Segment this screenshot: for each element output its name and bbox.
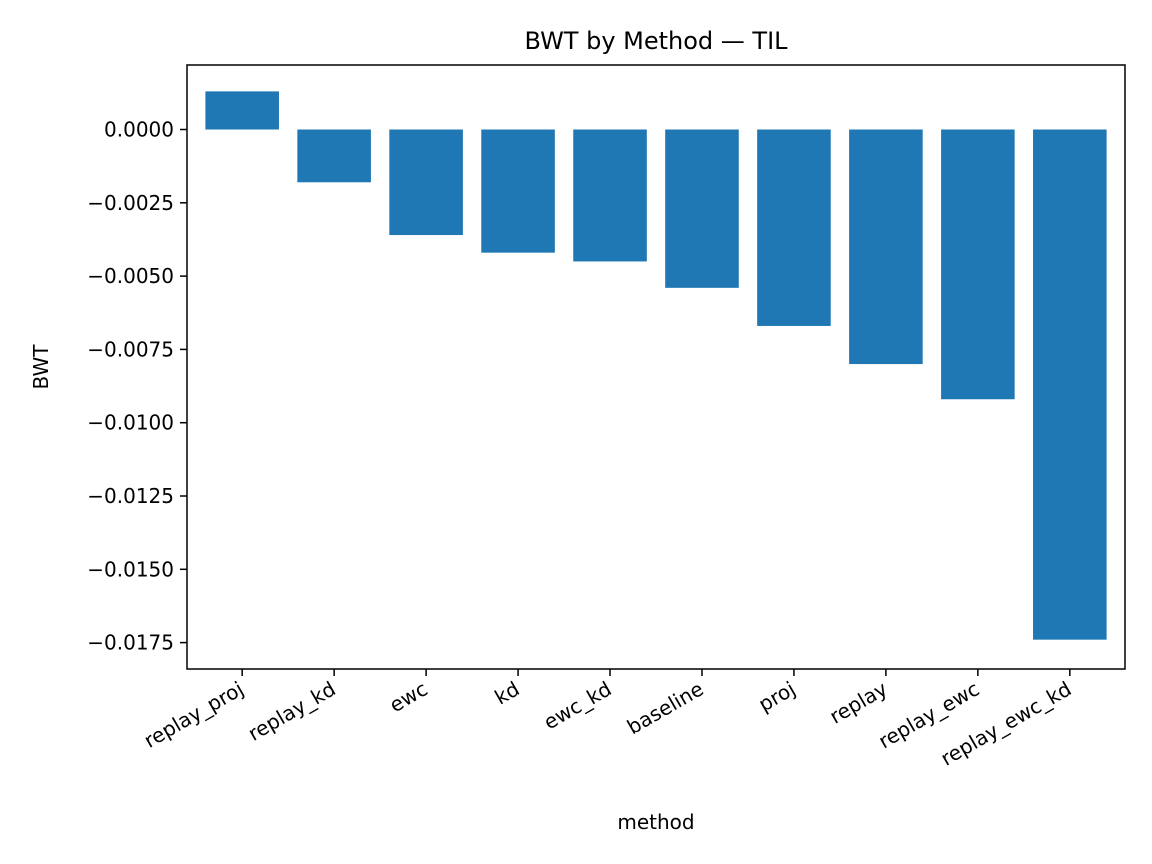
y-tick-label: −0.0050 xyxy=(87,264,174,288)
bar-replay xyxy=(849,129,923,365)
bars-group xyxy=(205,91,1107,640)
bar-replay_kd xyxy=(297,129,371,183)
y-tick-label: −0.0125 xyxy=(87,484,174,508)
bar-baseline xyxy=(665,129,739,288)
bar-ewc xyxy=(389,129,463,236)
bar-replay_ewc xyxy=(941,129,1015,400)
plot-area-frame xyxy=(186,64,1126,670)
y-tick-label: −0.0075 xyxy=(87,337,174,361)
chart-title: BWT by Method — TIL xyxy=(524,27,788,55)
bar-proj xyxy=(757,129,831,326)
bar-replay_ewc_kd xyxy=(1033,129,1107,640)
y-tick-label: −0.0100 xyxy=(87,411,174,435)
x-axis-label: method xyxy=(617,810,694,834)
bar-ewc_kd xyxy=(573,129,647,262)
y-tick-label: 0.0000 xyxy=(104,118,174,142)
y-tick-label: −0.0150 xyxy=(87,557,174,581)
bar-kd xyxy=(481,129,555,253)
y-tick-label: −0.0175 xyxy=(87,631,174,655)
bar-replay_proj xyxy=(205,91,279,130)
y-axis: 0.0000 −0.0025 −0.0050 −0.0075 −0.0100 −0.012… xyxy=(87,118,187,655)
y-axis-label: BWT xyxy=(29,344,53,390)
y-tick-label: −0.0025 xyxy=(87,191,174,215)
